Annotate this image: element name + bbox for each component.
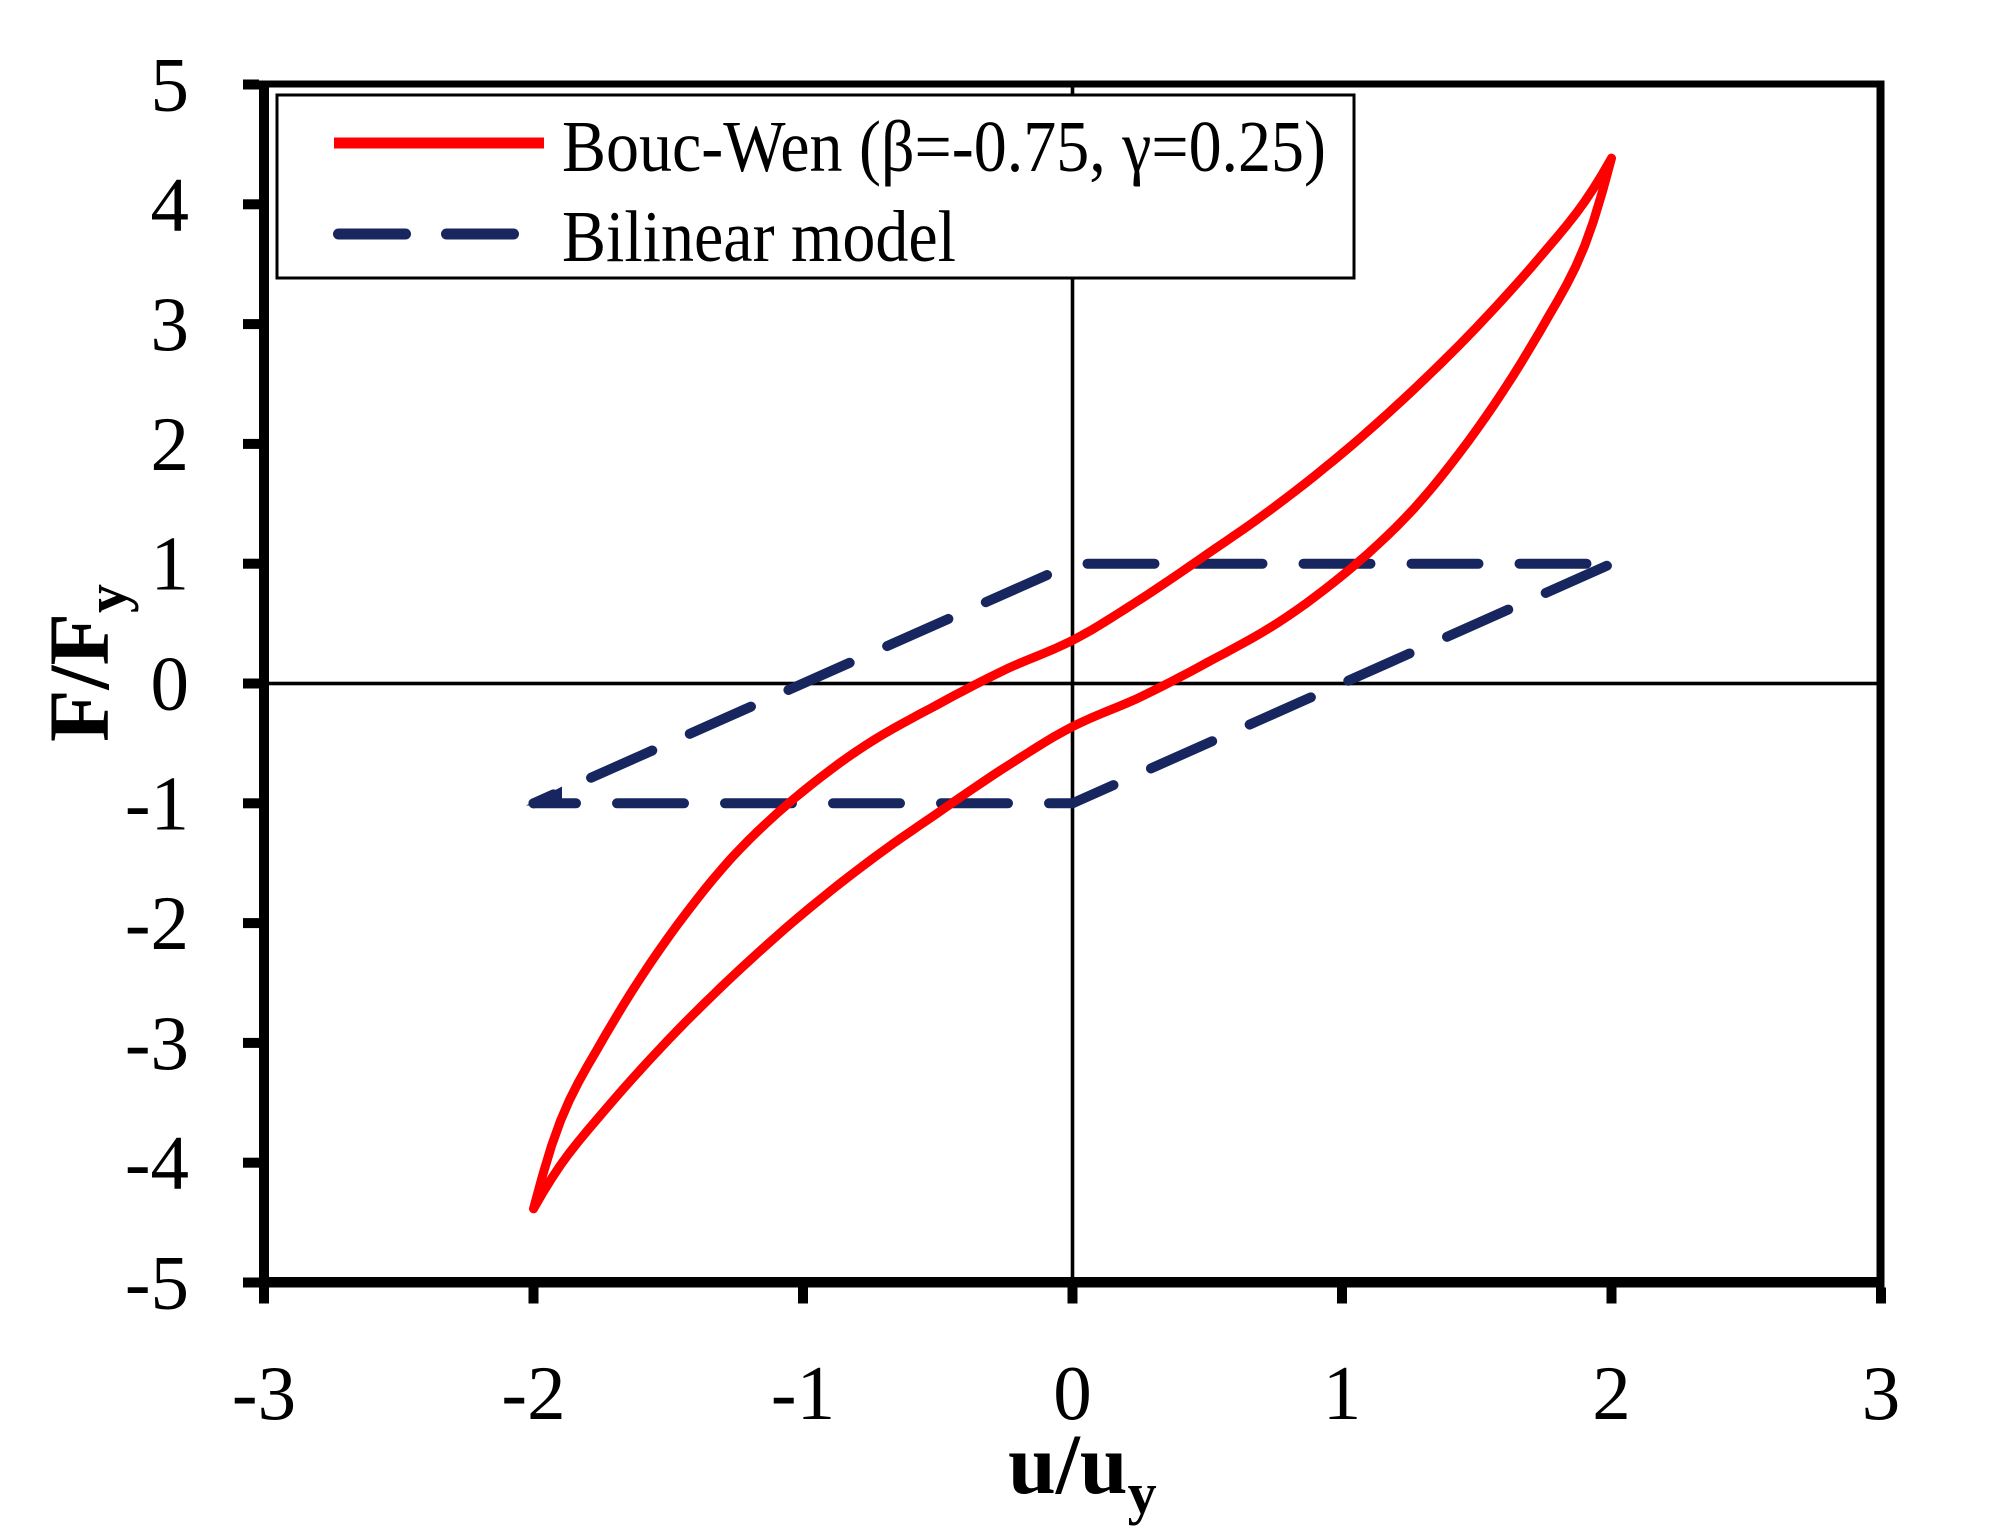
svg-text:Bilinear model: Bilinear model [562,197,956,278]
svg-text:-3: -3 [125,1000,189,1086]
svg-text:-2: -2 [501,1350,565,1436]
svg-text:3: 3 [151,281,190,367]
svg-text:F/Fy: F/Fy [31,584,139,742]
svg-text:2: 2 [151,401,190,487]
svg-text:2: 2 [1592,1350,1631,1436]
svg-text:1: 1 [1323,1350,1362,1436]
svg-text:0: 0 [1053,1350,1092,1436]
svg-text:-4: -4 [125,1120,189,1206]
svg-text:-1: -1 [125,760,189,846]
svg-text:0: 0 [151,641,190,727]
svg-text:Bouc-Wen (β=-0.75, γ=0.25): Bouc-Wen (β=-0.75, γ=0.25) [562,107,1326,188]
svg-text:-2: -2 [125,880,189,966]
svg-text:-5: -5 [125,1240,189,1326]
svg-text:5: 5 [151,42,190,128]
svg-text:3: 3 [1862,1350,1901,1436]
svg-text:1: 1 [151,521,190,607]
svg-text:-3: -3 [232,1350,296,1436]
svg-text:-1: -1 [771,1350,835,1436]
svg-text:4: 4 [151,161,190,247]
